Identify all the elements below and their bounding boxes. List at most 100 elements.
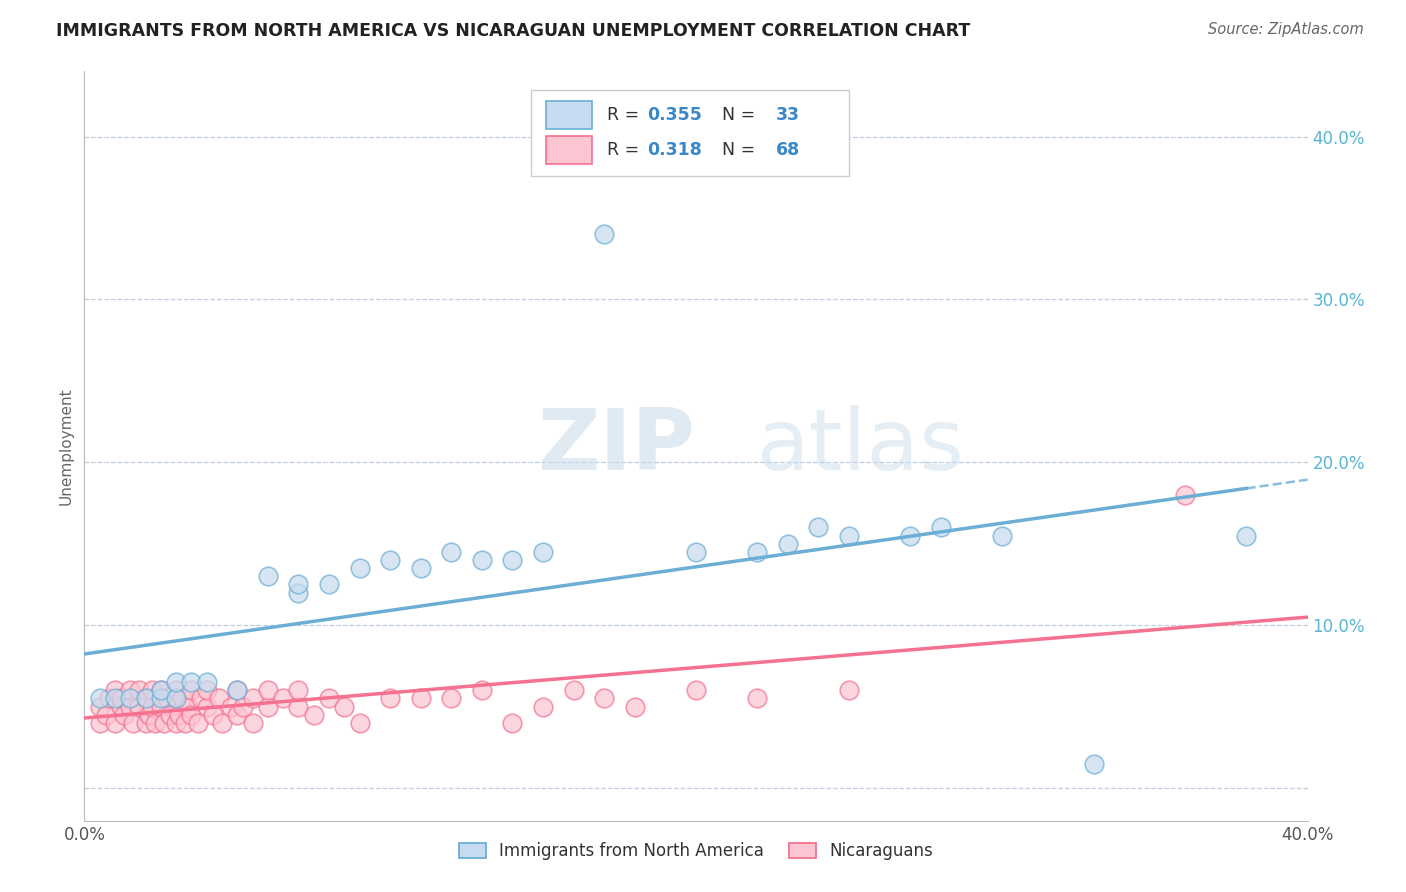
Text: ZIP: ZIP <box>537 404 695 488</box>
FancyBboxPatch shape <box>546 136 592 164</box>
Point <box>219 699 242 714</box>
Point <box>159 707 181 722</box>
Point <box>991 528 1014 542</box>
Point <box>165 691 187 706</box>
Text: IMMIGRANTS FROM NORTH AMERICA VS NICARAGUAN UNEMPLOYMENT CORRELATION CHART: IMMIGRANTS FROM NORTH AMERICA VS NICARAG… <box>56 22 970 40</box>
FancyBboxPatch shape <box>531 90 849 177</box>
Point <box>271 691 294 706</box>
Point <box>1236 528 1258 542</box>
Point <box>104 691 127 706</box>
Point <box>929 520 952 534</box>
Point <box>685 683 707 698</box>
Point <box>776 537 799 551</box>
Point <box>195 699 218 714</box>
Point <box>165 715 187 730</box>
Point <box>409 691 432 706</box>
Point <box>195 683 218 698</box>
Point <box>180 683 202 698</box>
Point <box>149 683 172 698</box>
Point <box>287 585 309 599</box>
Point <box>471 683 494 698</box>
Point <box>318 577 340 591</box>
Point <box>180 675 202 690</box>
Point <box>502 715 524 730</box>
Point <box>104 715 127 730</box>
Point <box>122 715 145 730</box>
Point <box>624 699 647 714</box>
Point <box>531 545 554 559</box>
Point <box>807 520 830 534</box>
Point <box>287 577 309 591</box>
Point <box>112 707 135 722</box>
Point <box>195 675 218 690</box>
Point <box>156 691 179 706</box>
Point <box>226 683 249 698</box>
Point <box>172 691 194 706</box>
Point <box>747 545 769 559</box>
Point <box>502 553 524 567</box>
Point <box>302 707 325 722</box>
Text: R =: R = <box>606 141 644 159</box>
Point <box>440 545 463 559</box>
Point <box>531 699 554 714</box>
Point <box>287 683 309 698</box>
Point <box>177 699 200 714</box>
Point <box>838 528 860 542</box>
Point <box>89 715 111 730</box>
Point <box>226 707 249 722</box>
Text: 33: 33 <box>776 106 800 124</box>
Point <box>153 715 176 730</box>
Point <box>208 691 231 706</box>
Point <box>226 683 249 698</box>
Point <box>120 699 142 714</box>
Point <box>135 715 157 730</box>
Point <box>838 683 860 698</box>
Point <box>141 699 163 714</box>
Point <box>89 699 111 714</box>
Point <box>201 707 224 722</box>
Point <box>143 715 166 730</box>
Point <box>380 553 402 567</box>
Point <box>471 553 494 567</box>
Point <box>232 699 254 714</box>
Point <box>593 227 616 242</box>
Point <box>257 569 280 583</box>
Text: N =: N = <box>710 106 761 124</box>
Point <box>242 691 264 706</box>
Point <box>593 691 616 706</box>
Point <box>149 691 172 706</box>
Point <box>94 707 117 722</box>
Point <box>333 699 356 714</box>
Point <box>257 699 280 714</box>
Point <box>1083 756 1105 771</box>
Point <box>242 715 264 730</box>
Point <box>89 691 111 706</box>
Point <box>167 707 190 722</box>
Text: R =: R = <box>606 106 644 124</box>
Point <box>165 675 187 690</box>
Point <box>149 683 172 698</box>
Point <box>380 691 402 706</box>
Point <box>128 699 150 714</box>
Text: 68: 68 <box>776 141 800 159</box>
Point <box>186 715 208 730</box>
Point <box>174 715 197 730</box>
Y-axis label: Unemployment: Unemployment <box>58 387 73 505</box>
Point <box>287 699 309 714</box>
Text: 0.318: 0.318 <box>647 141 702 159</box>
Text: atlas: atlas <box>758 404 965 488</box>
Point <box>747 691 769 706</box>
Point <box>128 683 150 698</box>
Point <box>141 683 163 698</box>
Point <box>97 691 120 706</box>
Point <box>898 528 921 542</box>
Point <box>180 707 202 722</box>
Point <box>349 715 371 730</box>
Point <box>138 707 160 722</box>
Point <box>257 683 280 698</box>
Point <box>110 699 132 714</box>
Point <box>211 715 233 730</box>
Point <box>110 691 132 706</box>
Text: Source: ZipAtlas.com: Source: ZipAtlas.com <box>1208 22 1364 37</box>
Point <box>318 691 340 706</box>
